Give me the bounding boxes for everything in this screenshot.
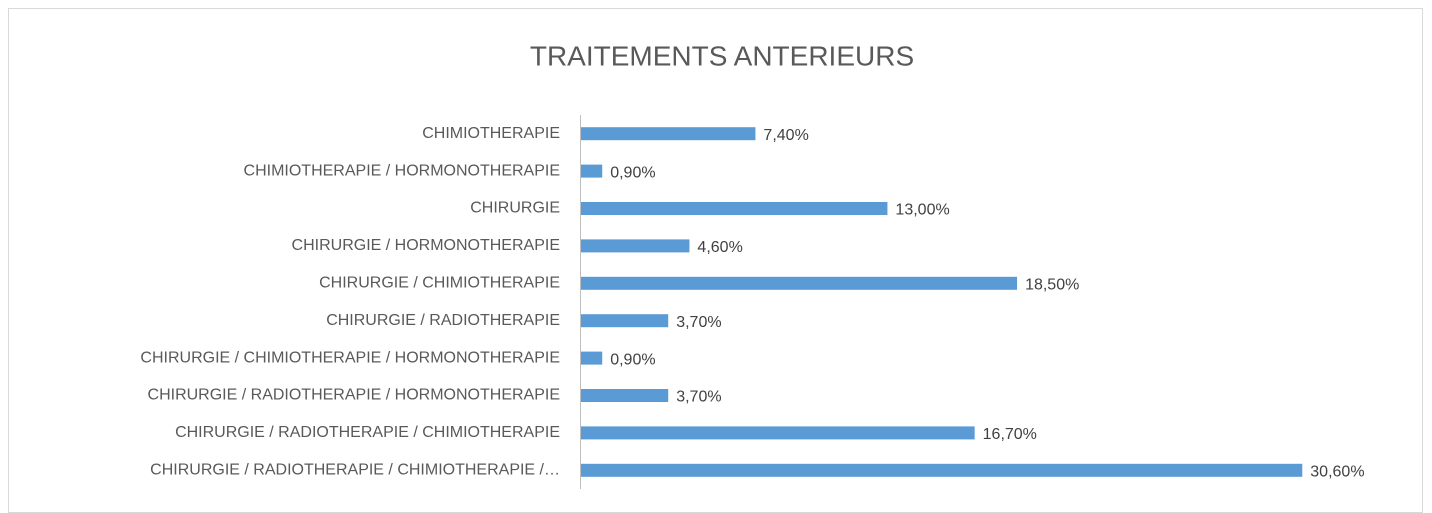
value-label: 16,70% bbox=[983, 426, 1037, 443]
bar bbox=[581, 164, 603, 178]
category-label: CHIMIOTHERAPIE / HORMONOTHERAPIE bbox=[244, 162, 560, 179]
category-label: CHIRURGIE / HORMONOTHERAPIE bbox=[292, 237, 560, 254]
value-label: 0,90% bbox=[610, 164, 655, 181]
value-label: 4,60% bbox=[697, 239, 742, 256]
bar bbox=[581, 351, 603, 365]
bar bbox=[581, 314, 669, 328]
category-label: CHIRURGIE / CHIMIOTHERAPIE bbox=[319, 275, 560, 292]
category-label: CHIRURGIE / CHIMIOTHERAPIE / HORMONOTHER… bbox=[140, 349, 560, 366]
value-label: 7,40% bbox=[763, 127, 808, 144]
category-label: CHIRURGIE / RADIOTHERAPIE / HORMONOTHERA… bbox=[148, 387, 560, 404]
bar bbox=[581, 239, 690, 253]
bar bbox=[581, 389, 669, 402]
category-label: CHIRURGIE / RADIOTHERAPIE / CHIMIOTHERAP… bbox=[175, 424, 560, 441]
bar bbox=[581, 426, 975, 440]
category-label: CHIRURGIE / RADIOTHERAPIE bbox=[326, 312, 560, 329]
bar bbox=[581, 463, 1303, 477]
bar bbox=[581, 127, 756, 141]
category-label: CHIMIOTHERAPIE bbox=[422, 125, 560, 142]
bar bbox=[581, 276, 1018, 290]
category-label: CHIRURGIE / RADIOTHERAPIE / CHIMIOTHERAP… bbox=[150, 462, 560, 479]
value-label: 3,70% bbox=[676, 314, 721, 331]
value-label: 30,60% bbox=[1310, 464, 1364, 481]
value-label: 13,00% bbox=[895, 202, 949, 219]
chart-title: TRAITEMENTS ANTERIEURS bbox=[530, 40, 914, 71]
value-label: 3,70% bbox=[676, 389, 721, 406]
value-label: 0,90% bbox=[610, 351, 655, 368]
bar bbox=[581, 202, 888, 215]
value-label: 18,50% bbox=[1025, 277, 1079, 294]
category-label: CHIRURGIE bbox=[470, 200, 560, 217]
